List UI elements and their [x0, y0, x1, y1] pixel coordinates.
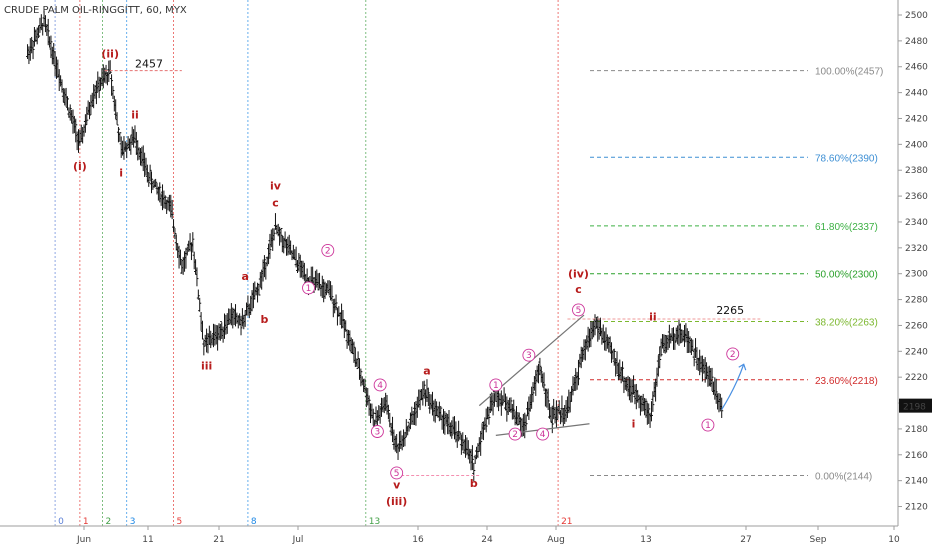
cycle-number: 21 [561, 517, 572, 527]
wave-label: i [632, 418, 636, 431]
x-tick-label: Sep [810, 535, 827, 545]
y-tick-label: 2360 [905, 192, 928, 202]
wave-label: b [470, 477, 478, 490]
fib-level-label: 38.20%(2263) [815, 318, 878, 329]
x-tick-label: Jul [292, 535, 304, 545]
fib-time-cycle-lines: 0 1 2 3 5 8 13 21 [54, 0, 573, 527]
fib-retracement-levels: 100.00%(2457) 78.60%(2390) 61.80%(2337) 50.… [590, 67, 883, 482]
price-level-label: 2457 [135, 58, 163, 71]
wave-circle [321, 243, 335, 257]
wave-label: ii [131, 108, 139, 121]
fib-level-label: 50.00%(2300) [815, 270, 878, 281]
cycle-number: 1 [83, 517, 89, 527]
wave-label: (ii) [101, 48, 119, 61]
wave-circle-number: 5 [394, 469, 400, 479]
wave-label: ii [649, 310, 657, 323]
wave-label: a [241, 270, 248, 283]
wave-label: (iv) [568, 268, 589, 281]
wave-circle [370, 425, 384, 438]
wave-circle-number: 3 [526, 351, 532, 361]
last-price-tag [899, 398, 932, 413]
y-tick-label: 2380 [905, 166, 928, 176]
wave-circle [302, 281, 315, 295]
y-tick-label: 2480 [905, 37, 928, 47]
fib-level-label: 0.00%(2144) [815, 471, 872, 482]
wave-label: c [272, 196, 279, 209]
x-tick-label: 10 [888, 535, 900, 545]
y-tick-label: 2120 [905, 503, 928, 513]
y-tick-label: 2460 [905, 63, 928, 73]
x-tick-label: Jun [76, 535, 91, 545]
wave-label: iii [201, 359, 212, 372]
y-tick-label: 2280 [905, 296, 928, 306]
y-tick-label: 2240 [905, 347, 928, 357]
x-tick-label: 27 [740, 535, 751, 545]
wave-circle-number: 1 [493, 381, 499, 391]
x-tick-label: 21 [213, 535, 224, 545]
y-tick-label: 2320 [905, 244, 928, 254]
fib-level-label: 100.00%(2457) [815, 67, 883, 78]
wave-circle-number: 4 [377, 381, 383, 391]
x-tick-label: 24 [481, 535, 493, 545]
wave-circle [536, 427, 550, 441]
wave-circle [726, 347, 740, 361]
cycle-number: 8 [251, 517, 257, 527]
x-tick-label: 13 [640, 535, 651, 545]
wave-circle-number: 3 [375, 428, 381, 438]
wave-label: b [261, 313, 269, 326]
y-tick-label: 2260 [905, 321, 928, 331]
wave-circle [508, 427, 522, 441]
fib-level-label: 61.80%(2337) [815, 222, 878, 233]
y-tick-label: 2420 [905, 114, 928, 124]
wave-circle-number: 2 [325, 246, 331, 256]
y-tick-label: 2500 [905, 11, 928, 21]
price-level-label: 2265 [716, 304, 744, 317]
wave-label: c [575, 283, 582, 296]
wave-circle [390, 466, 404, 480]
wave-label: v [393, 478, 401, 491]
x-tick-label: 11 [142, 535, 153, 545]
fib-level-label: 78.60%(2390) [815, 153, 878, 164]
cycle-number: 0 [58, 517, 64, 527]
y-tick-label: 2400 [905, 140, 928, 150]
projection-arrow [721, 364, 745, 410]
wave-label: a [423, 365, 430, 378]
wave-circle [522, 348, 536, 362]
chart-title: CRUDE PALM OIL-RINGGITT, 60, MYX [4, 5, 187, 16]
wave-circle [572, 303, 585, 317]
wave-label: (i) [73, 160, 87, 173]
wave-circle-number: 2 [512, 430, 518, 440]
wave-circle-number: 2 [730, 350, 736, 360]
wave-label: i [119, 167, 123, 180]
wave-circle-number: 4 [540, 430, 546, 440]
cycle-number: 2 [105, 517, 111, 527]
wave-label: iv [270, 180, 282, 193]
last-price-label: 2198 [903, 403, 926, 413]
x-tick-label: Aug [547, 535, 565, 545]
cycle-number: 13 [369, 517, 380, 527]
y-tick-label: 2220 [905, 373, 928, 383]
wave-circle-number: 5 [576, 306, 582, 316]
wave-circle [373, 378, 387, 392]
cycle-number: 5 [177, 517, 183, 527]
wave-circle [489, 378, 503, 392]
projection-arrowhead [738, 363, 747, 371]
y-tick-label: 2340 [905, 218, 928, 228]
y-tick-label: 2300 [905, 270, 928, 280]
cycle-number: 3 [130, 517, 136, 527]
fib-level-label: 23.60%(2218) [815, 376, 878, 387]
y-tick-label: 2160 [905, 451, 928, 461]
wave-circle [701, 418, 715, 432]
wave-circle-number: 1 [705, 421, 711, 431]
wave-label: (iii) [386, 495, 407, 508]
y-tick-label: 2140 [905, 477, 928, 487]
y-tick-label: 2440 [905, 89, 928, 99]
wave-circle-number: 1 [306, 284, 312, 294]
y-tick-label: 2180 [905, 425, 928, 435]
x-tick-label: 16 [412, 535, 424, 545]
